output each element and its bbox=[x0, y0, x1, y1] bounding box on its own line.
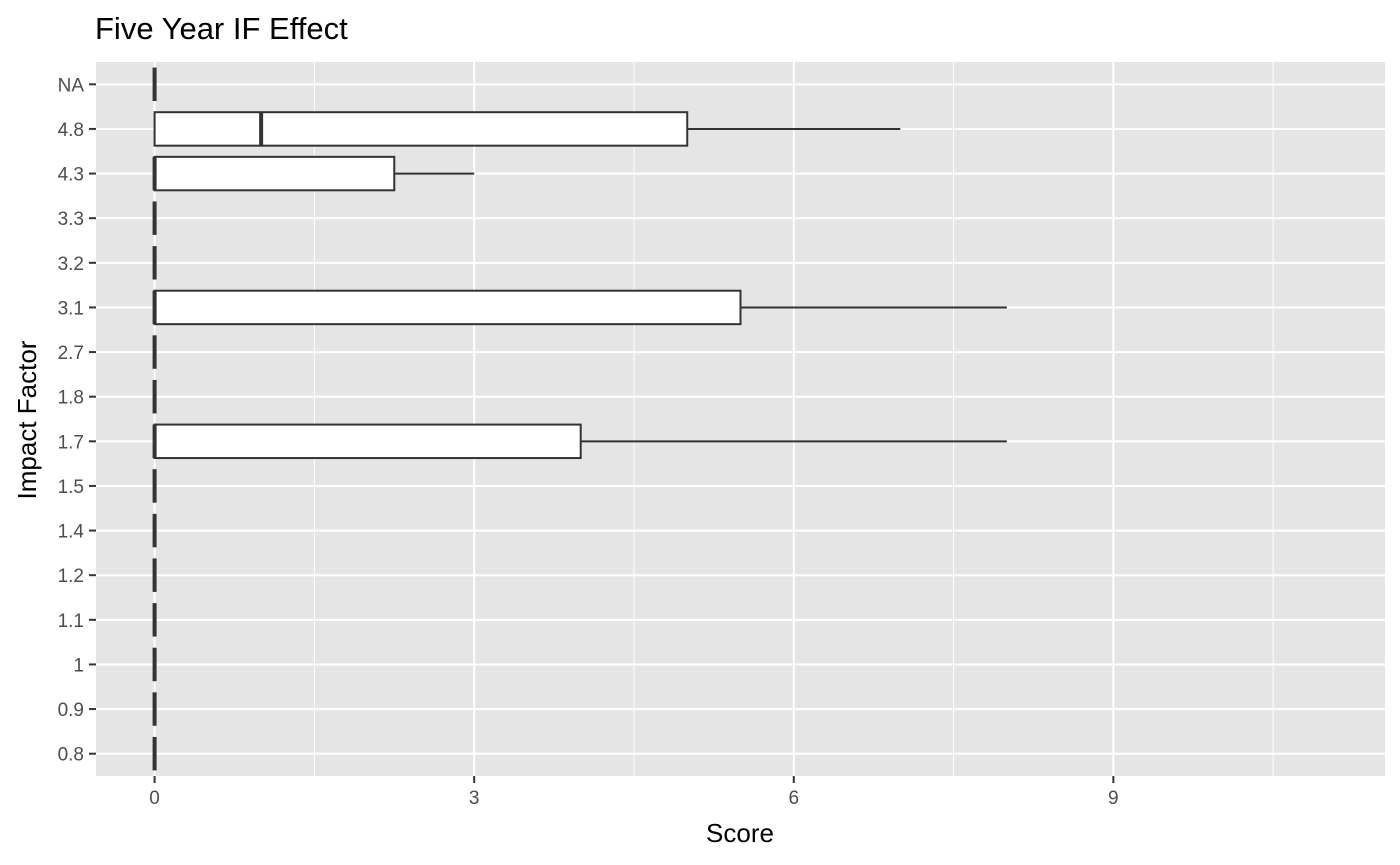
y-tick-label: 1.5 bbox=[58, 477, 84, 498]
y-tick-label: 0.9 bbox=[58, 700, 84, 721]
y-tick-label: 1.1 bbox=[58, 611, 84, 632]
y-tick-label: 1.2 bbox=[58, 566, 84, 587]
gridlines bbox=[96, 62, 1385, 776]
y-tick-label: 1.8 bbox=[58, 388, 84, 409]
box-iqr bbox=[153, 289, 742, 326]
box-series bbox=[152, 67, 1007, 771]
y-tick-label: 3.1 bbox=[58, 298, 84, 319]
y-tick-label: 1.7 bbox=[58, 432, 84, 453]
box-4.3 bbox=[152, 155, 475, 192]
y-tick-label: 3.3 bbox=[58, 209, 84, 230]
y-tick-label: 2.7 bbox=[58, 343, 84, 364]
x-tick-label: 0 bbox=[149, 788, 160, 809]
chart-title: Five Year IF Effect bbox=[95, 11, 348, 46]
y-axis-title: Impact Factor bbox=[12, 340, 42, 499]
y-tick-label: 4.8 bbox=[58, 120, 84, 141]
y-tick-label: NA bbox=[58, 75, 85, 96]
y-tick-label: 1.4 bbox=[58, 522, 85, 543]
box-iqr bbox=[153, 155, 396, 192]
x-tick-label: 9 bbox=[1108, 788, 1119, 809]
box-4.8 bbox=[153, 111, 901, 147]
x-tick-label: 3 bbox=[469, 788, 480, 809]
box-3.1 bbox=[152, 289, 1007, 326]
x-axis-title: Score bbox=[706, 818, 774, 848]
x-tick-label: 6 bbox=[788, 788, 799, 809]
box-1.7 bbox=[152, 423, 1007, 460]
box-iqr bbox=[153, 423, 582, 460]
y-tick-label: 1 bbox=[73, 655, 84, 676]
box-iqr bbox=[153, 111, 689, 147]
x-axis: 0 3 6 9 bbox=[149, 776, 1119, 809]
y-tick-label: 4.3 bbox=[58, 165, 84, 186]
y-tick-label: 0.8 bbox=[58, 745, 84, 766]
y-tick-label: 3.2 bbox=[58, 254, 84, 275]
y-axis: 0.8 0.9 1 1.1 1.2 1.4 1.5 1.7 1.8 2.7 3.1 3.2 3.3 4.3… bbox=[58, 75, 96, 766]
